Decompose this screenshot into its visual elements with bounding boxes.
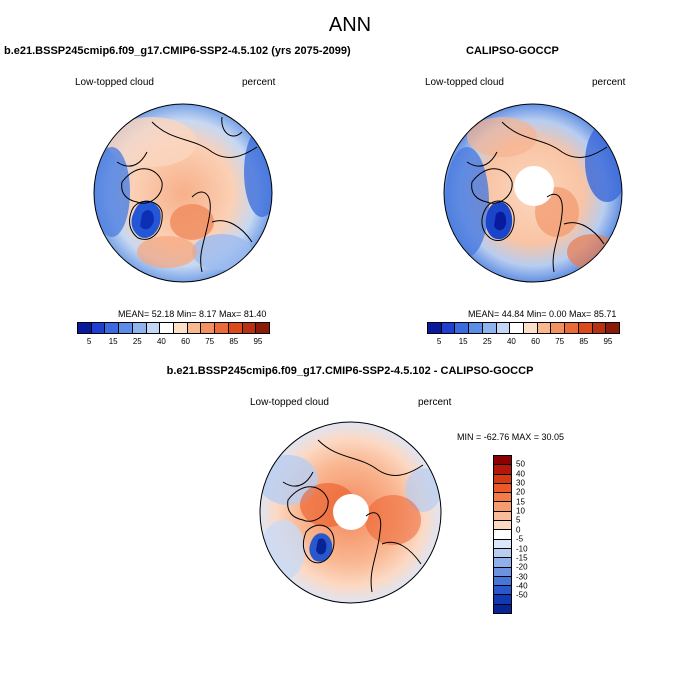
diff-colorbar-swatch xyxy=(494,539,511,549)
diff-colorbar-tick-label: 50 xyxy=(516,459,525,469)
diff-colorbar-swatch xyxy=(494,521,511,531)
obs-colorbar-swatch xyxy=(592,323,607,333)
obs-colorbar-swatch xyxy=(537,323,552,333)
model-colorbar-swatch xyxy=(146,323,161,333)
obs-field-label: Low-topped cloud xyxy=(425,77,504,88)
diff-field-label: Low-topped cloud xyxy=(250,397,329,408)
model-field-label: Low-topped cloud xyxy=(75,77,154,88)
obs-panel-title: CALIPSO-GOCCP xyxy=(466,45,559,57)
diff-colorbar xyxy=(493,455,512,614)
obs-colorbar-swatch xyxy=(606,323,620,333)
obs-colorbar-tick-label: 5 xyxy=(436,337,442,346)
model-colorbar-tick-label: 95 xyxy=(253,337,263,346)
model-colorbar-swatch xyxy=(160,323,175,333)
diff-colorbar-tick-label: -15 xyxy=(516,553,528,563)
diff-colorbar-tick-label: -40 xyxy=(516,581,528,591)
model-colorbar-swatch xyxy=(105,323,120,333)
obs-colorbar-tick-label: 15 xyxy=(458,337,468,346)
diff-colorbar-tick-label: 20 xyxy=(516,487,525,497)
diff-colorbar-tick-label: 0 xyxy=(516,525,521,535)
model-colorbar-ticks: 5 15 25 40 60 75 85 95 xyxy=(77,337,270,349)
obs-colorbar-swatch xyxy=(578,323,593,333)
obs-colorbar-tick-label: 40 xyxy=(506,337,516,346)
diff-colorbar-tick-label: 15 xyxy=(516,497,525,507)
obs-colorbar-swatch xyxy=(565,323,579,333)
diff-colorbar-swatch xyxy=(494,558,511,568)
obs-polar-map xyxy=(443,103,623,283)
diff-colorbar-swatch xyxy=(494,483,511,494)
model-colorbar-swatch xyxy=(91,323,106,333)
obs-colorbar-swatch xyxy=(551,323,566,333)
diff-colorbar-tick-label: 5 xyxy=(516,515,521,525)
model-colorbar-swatch xyxy=(242,323,257,333)
model-stats: MEAN= 52.18 Min= 8.17 Max= 81.40 xyxy=(118,309,267,319)
obs-colorbar-swatch xyxy=(441,323,456,333)
diff-colorbar-swatch xyxy=(494,502,511,512)
obs-colorbar-tick-label: 25 xyxy=(482,337,492,346)
model-panel-title: b.e21.BSSP245cmip6.f09_g17.CMIP6-SSP2-4.… xyxy=(4,45,351,57)
obs-colorbar-tick-label: 60 xyxy=(531,337,541,346)
diff-colorbar-swatch xyxy=(494,548,511,559)
model-colorbar-tick-label: 40 xyxy=(156,337,166,346)
diff-colorbar-tick-label: -20 xyxy=(516,562,528,572)
model-colorbar-swatch xyxy=(201,323,216,333)
diff-colorbar-swatch xyxy=(494,474,511,484)
model-colorbar-swatch xyxy=(228,323,243,333)
diff-polar-map xyxy=(259,421,442,604)
model-colorbar-swatch xyxy=(119,323,133,333)
model-colorbar-tick-label: 15 xyxy=(108,337,118,346)
diff-colorbar-swatch xyxy=(494,604,511,614)
model-colorbar-tick-label: 25 xyxy=(132,337,142,346)
diff-colorbar-tick-label: 10 xyxy=(516,506,525,516)
model-colorbar-swatch xyxy=(215,323,229,333)
model-colorbar-swatch xyxy=(256,323,270,333)
diff-panel-title: b.e21.BSSP245cmip6.f09_g17.CMIP6-SSP2-4.… xyxy=(166,365,534,377)
diff-colorbar-swatch xyxy=(494,465,511,475)
diff-colorbar-tick-label: -10 xyxy=(516,544,528,554)
obs-stats: MEAN= 44.84 Min= 0.00 Max= 85.71 xyxy=(468,309,617,319)
model-colorbar xyxy=(77,322,270,334)
main-title: ANN xyxy=(328,14,372,36)
diff-colorbar-swatch xyxy=(494,530,511,540)
obs-units-label: percent xyxy=(592,77,626,88)
diff-colorbar-swatch xyxy=(494,586,511,596)
obs-colorbar-swatch xyxy=(510,323,525,333)
diff-colorbar-swatch xyxy=(494,576,511,587)
diff-colorbar-swatch xyxy=(494,595,511,605)
model-polar-map xyxy=(93,103,273,283)
diff-colorbar-swatch xyxy=(494,493,511,503)
model-colorbar-swatch xyxy=(187,323,202,333)
diff-stats: MIN = -62.76 MAX = 30.05 xyxy=(457,432,565,442)
model-colorbar-tick-label: 5 xyxy=(86,337,92,346)
model-colorbar-tick-label: 75 xyxy=(205,337,215,346)
model-colorbar-swatch xyxy=(78,323,92,333)
model-colorbar-tick-label: 85 xyxy=(229,337,239,346)
obs-colorbar-swatch xyxy=(428,323,442,333)
diff-colorbar-swatch xyxy=(494,567,511,577)
model-units-label: percent xyxy=(242,77,276,88)
model-colorbar-tick-label: 60 xyxy=(181,337,191,346)
obs-colorbar-swatch xyxy=(455,323,470,333)
obs-colorbar xyxy=(427,322,620,334)
diff-units-label: percent xyxy=(418,397,452,408)
diff-colorbar-swatch xyxy=(494,511,511,522)
diff-colorbar-tick-label: 30 xyxy=(516,478,525,488)
diff-colorbar-tick-label: -50 xyxy=(516,590,528,600)
model-colorbar-swatch xyxy=(132,323,147,333)
diff-colorbar-tick-label: -30 xyxy=(516,572,528,582)
obs-colorbar-tick-label: 95 xyxy=(603,337,613,346)
diff-colorbar-tick-label: 40 xyxy=(516,469,525,479)
obs-colorbar-swatch xyxy=(482,323,497,333)
obs-colorbar-swatch xyxy=(469,323,483,333)
obs-colorbar-swatch xyxy=(496,323,511,333)
diff-colorbar-swatch xyxy=(494,456,511,466)
diff-colorbar-tick-label: -5 xyxy=(516,534,524,544)
obs-colorbar-tick-label: 85 xyxy=(579,337,589,346)
diff-colorbar-ticks: 50 40 30 20 15 10 5 0 -5 -10 -15 -20 -30 -40 -50 xyxy=(516,455,546,614)
obs-colorbar-ticks: 5 15 25 40 60 75 85 95 xyxy=(427,337,620,349)
model-colorbar-swatch xyxy=(174,323,188,333)
obs-colorbar-tick-label: 75 xyxy=(555,337,565,346)
obs-colorbar-swatch xyxy=(524,323,538,333)
